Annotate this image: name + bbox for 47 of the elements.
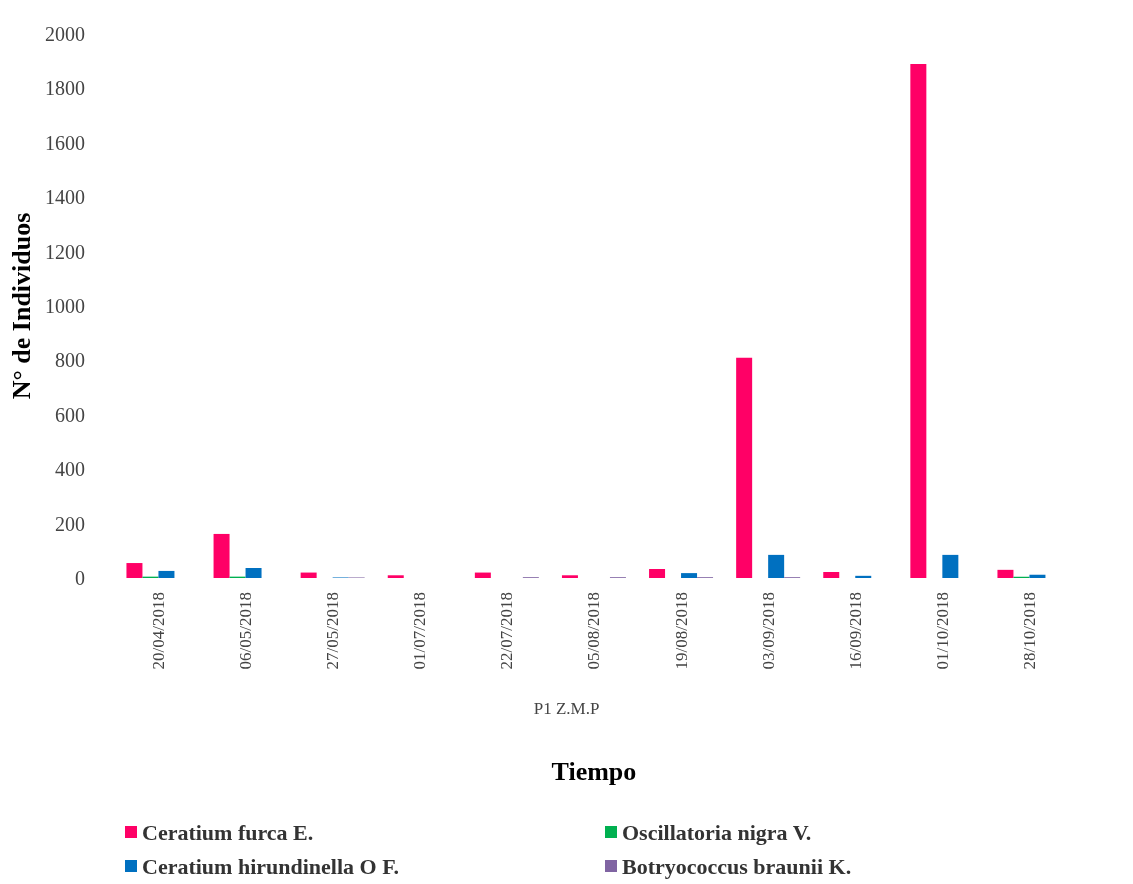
y-tick-label: 0 <box>74 567 85 589</box>
x-tick-label: 01/07/2018 <box>410 592 430 670</box>
bar <box>387 575 404 578</box>
bar <box>823 572 840 578</box>
bar <box>736 357 753 578</box>
y-tick-label: 600 <box>54 403 85 426</box>
x-tick-label: 01/10/2018 <box>932 592 952 670</box>
x-tick-label: 27/05/2018 <box>323 592 343 670</box>
y-tick-label: 2000 <box>44 23 85 45</box>
bar <box>855 575 872 578</box>
text: P1 Z.M.P <box>533 699 600 718</box>
x-tick-label: 03/09/2018 <box>758 592 778 670</box>
y-tick-label: 1400 <box>44 186 85 209</box>
bar <box>245 567 262 578</box>
y-tick-label: 1600 <box>44 131 85 154</box>
y-tick-label: 800 <box>54 349 85 372</box>
bar <box>942 554 959 578</box>
bar <box>681 573 698 578</box>
bar <box>158 570 175 578</box>
y-tick-label: 1200 <box>44 240 85 263</box>
x-tick-label: 20/04/2018 <box>148 592 168 670</box>
bar <box>768 554 785 578</box>
legend-label: Ceratium hirundinella O F. <box>142 853 400 879</box>
y-axis-title: N° de Individuos <box>6 212 36 400</box>
bar <box>1029 574 1046 578</box>
x-tick-label: 22/07/2018 <box>497 592 517 670</box>
y-tick-label: 200 <box>54 512 85 535</box>
legend-label: Botryococcus braunii K. <box>622 853 852 879</box>
legend-label: Ceratium furca E. <box>142 819 314 845</box>
y-tick-label: 1000 <box>44 295 85 317</box>
bar <box>561 575 578 578</box>
x-tick-label: 28/10/2018 <box>1019 592 1039 670</box>
bar <box>126 563 143 578</box>
x-tick-label: 06/05/2018 <box>236 592 256 670</box>
bar <box>910 63 927 578</box>
y-tick-label: 400 <box>54 458 85 481</box>
bar <box>474 572 491 578</box>
bar <box>300 572 317 578</box>
legend-label: Oscillatoria nigra V. <box>622 819 812 845</box>
bar <box>649 569 666 578</box>
bar <box>213 533 230 578</box>
bar <box>997 569 1014 578</box>
x-tick-label: 19/08/2018 <box>671 592 691 670</box>
x-axis-title: Tiempo <box>551 756 637 786</box>
x-tick-label: 05/08/2018 <box>584 592 604 670</box>
x-tick-label: 16/09/2018 <box>845 592 865 670</box>
y-tick-label: 1800 <box>44 77 85 100</box>
